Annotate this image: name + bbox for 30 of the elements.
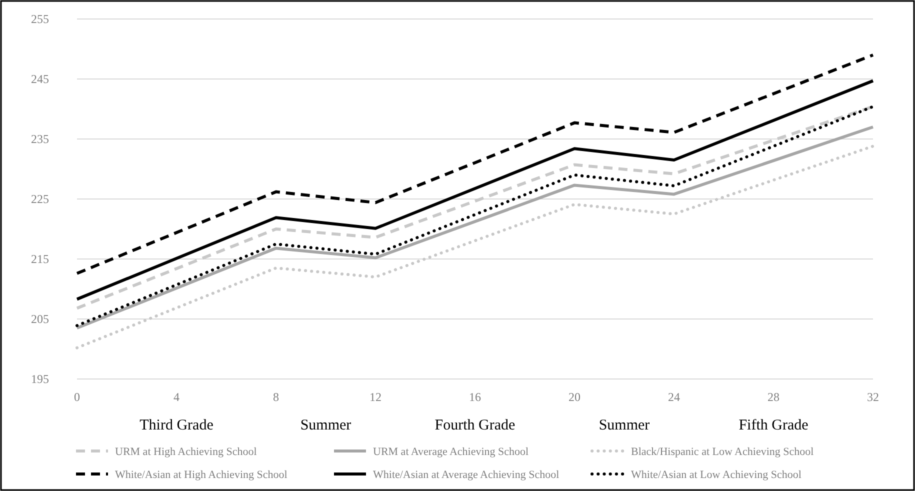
x-tick-label: 32: [867, 390, 879, 404]
line-series: [76, 79, 874, 301]
y-tick-label: 245: [31, 72, 49, 86]
legend-label: URM at Average Achieving School: [373, 446, 529, 458]
text: Summer: [598, 417, 650, 434]
line-series: [76, 54, 874, 275]
y-tick-label: 255: [31, 12, 49, 26]
x-tick-label: 20: [568, 390, 580, 404]
legend-label: White/Asian at Low Achieving School: [631, 468, 802, 481]
text: Fifth Grade: [738, 417, 809, 434]
line-series: [76, 144, 874, 350]
y-tick-label: 205: [31, 312, 49, 326]
x-tick-label: 12: [370, 390, 382, 404]
x-tick-label: 8: [273, 390, 279, 404]
x-tick-label: 0: [74, 390, 80, 404]
x-tick-label: 16: [469, 390, 481, 404]
text: Summer: [300, 417, 352, 434]
legend-label: Black/Hispanic at Low Achieving School: [631, 446, 814, 458]
y-tick-label: 225: [31, 192, 49, 206]
legend-label: White/Asian at High Achieving School: [115, 468, 288, 481]
legend-label: URM at High Achieving School: [115, 446, 257, 458]
legend-label: White/Asian at Average Achieving School: [373, 468, 560, 481]
y-tick-label: 195: [31, 372, 49, 386]
text: Fourth Grade: [434, 417, 516, 434]
y-tick-label: 235: [31, 132, 49, 146]
x-tick-label: 24: [668, 390, 680, 404]
text: Third Grade: [140, 417, 214, 434]
y-tick-label: 215: [31, 252, 49, 266]
x-tick-label: 28: [768, 390, 780, 404]
x-tick-label: 4: [174, 390, 180, 404]
